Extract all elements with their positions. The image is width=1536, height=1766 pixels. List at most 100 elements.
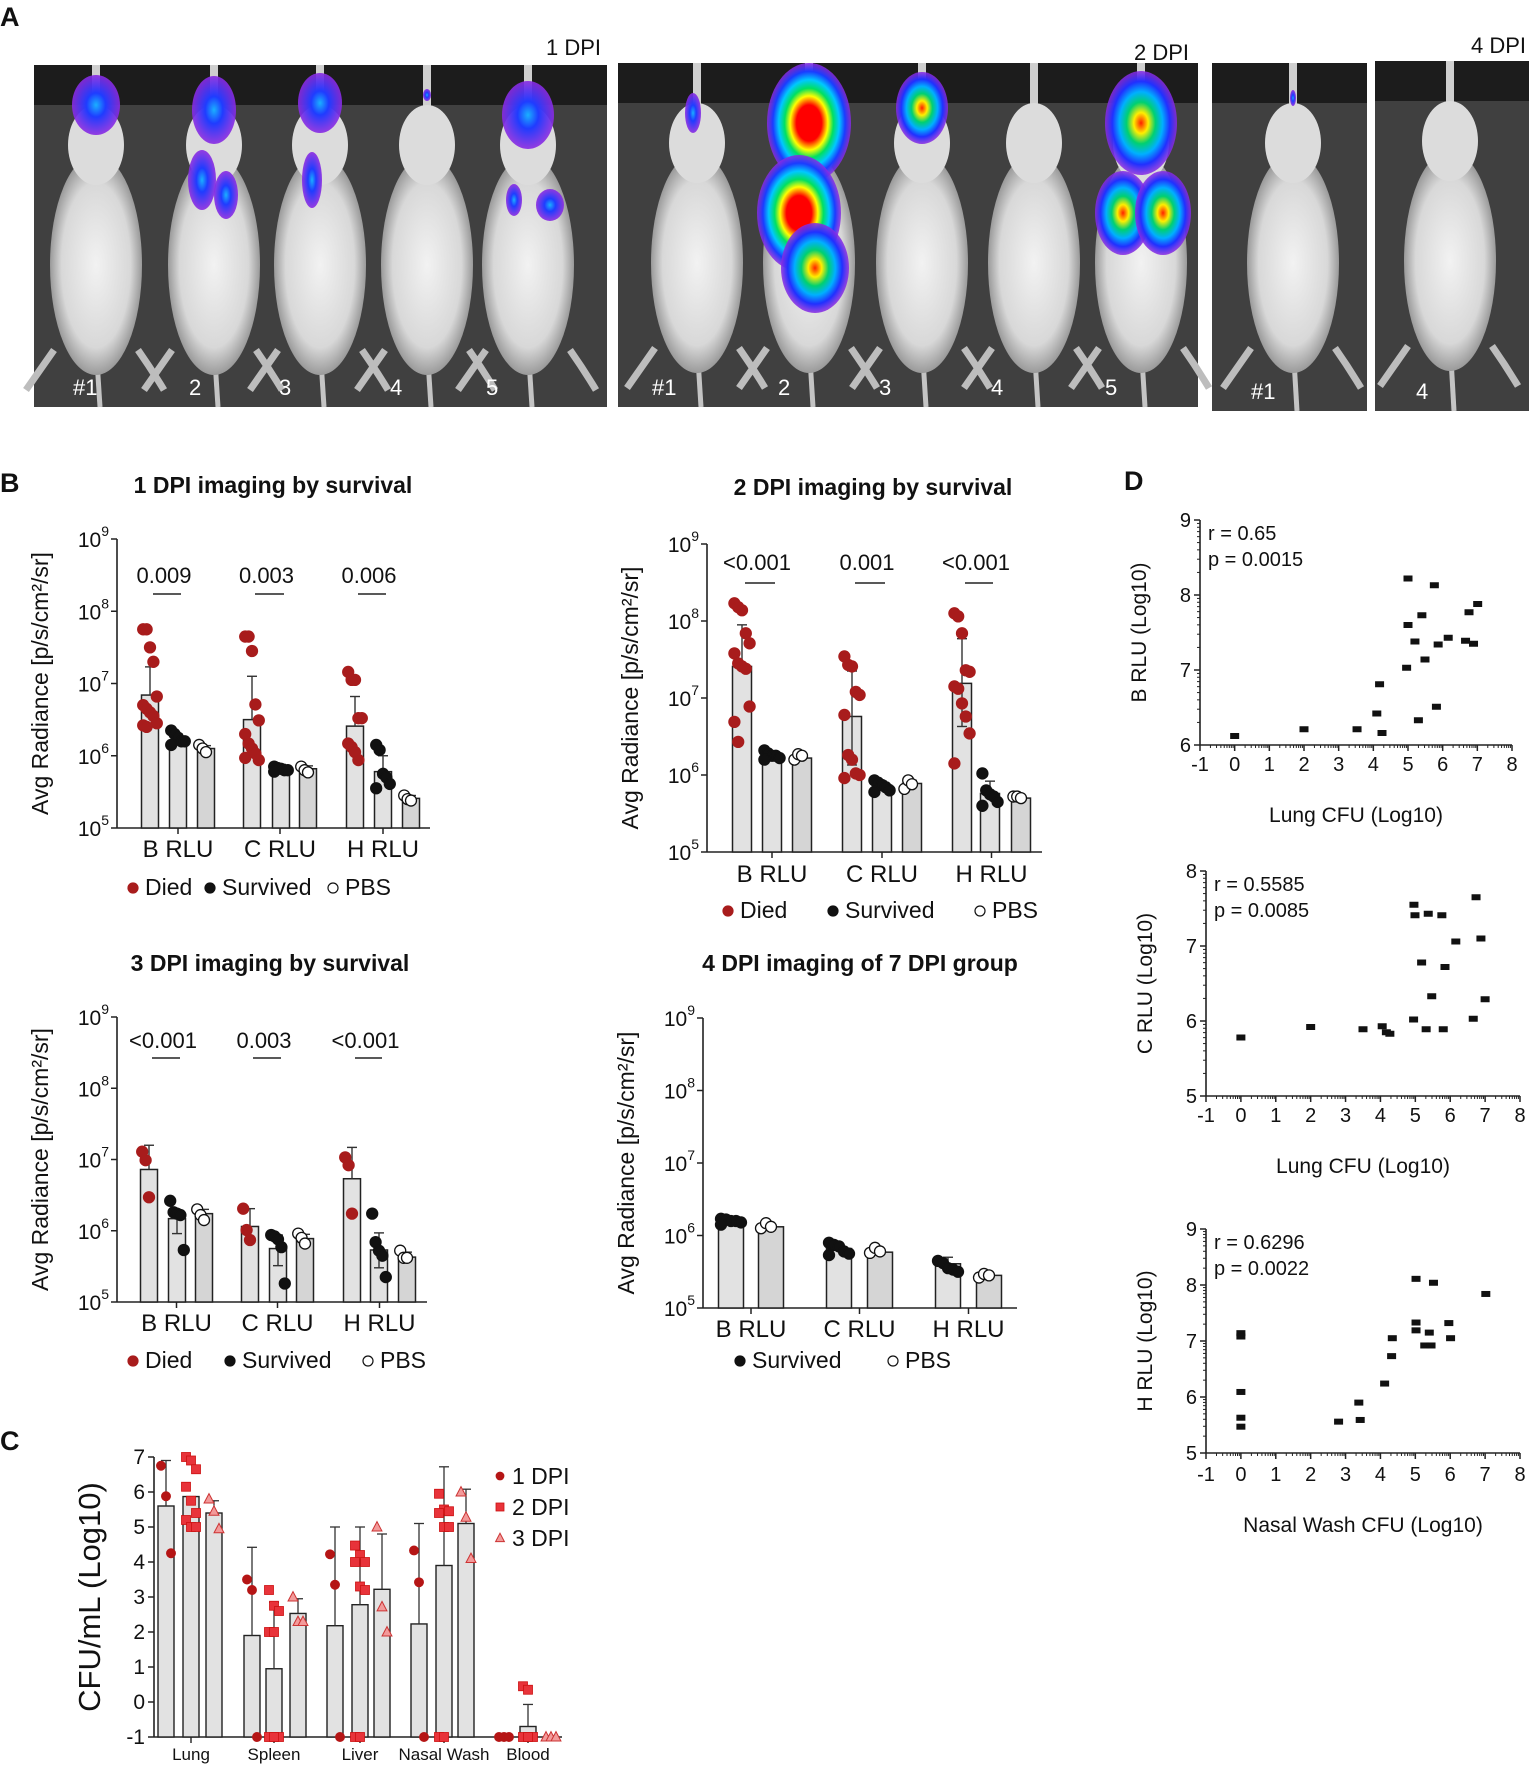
data-point: [1410, 638, 1420, 645]
correlation-r: r = 0.5585: [1214, 874, 1305, 896]
data-point-died: [243, 1233, 257, 1247]
y-tick-label: 5: [1186, 1086, 1197, 1108]
data-point: [1355, 1416, 1365, 1423]
x-axis-label: Nasal Wash CFU (Log10): [1243, 1514, 1483, 1537]
legend-label: PBS: [345, 874, 391, 900]
bar-1dpi: [326, 1624, 344, 1738]
data-point-died: [348, 673, 362, 687]
y-tick-label: 6: [1186, 1387, 1197, 1409]
y-tick-label: 7: [133, 1446, 145, 1469]
data-point-survived: [976, 767, 989, 780]
data-point-died: [345, 1207, 359, 1220]
tick-base: 10: [78, 1007, 101, 1030]
p-value-label: 0.003: [239, 563, 294, 588]
chart-2dpi: 2 DPI imaging by survival105106107108109…: [617, 474, 1042, 923]
data-point-2dpi: [350, 1557, 360, 1567]
data-point-died: [735, 604, 749, 617]
chart-title: 3 DPI imaging by survival: [131, 950, 410, 976]
data-point-died: [252, 753, 265, 767]
timepoint-label: 4 DPI: [1471, 33, 1526, 58]
data-point: [1431, 703, 1441, 710]
y-tick-label: 6: [133, 1481, 145, 1504]
tick-exponent: 7: [687, 1147, 695, 1163]
panel-label-b: B: [0, 468, 20, 498]
bioluminescence-signal: [781, 223, 849, 313]
data-point-pbs: [404, 794, 418, 807]
legend-label: Survived: [752, 1347, 841, 1373]
data-point-2dpi: [269, 1627, 279, 1637]
data-point-died: [963, 727, 976, 740]
data-point: [1438, 1026, 1448, 1033]
legend-marker: [127, 1355, 139, 1367]
tick-exponent: 8: [101, 595, 109, 611]
y-tick-label: 106: [664, 1220, 695, 1249]
y-tick-label: 7: [1186, 1331, 1197, 1353]
category-label: Lung: [172, 1745, 210, 1764]
data-point: [1410, 912, 1420, 919]
y-axis-label: H RLU (Log10): [1134, 1270, 1157, 1411]
x-tick-label: 0: [1235, 1105, 1246, 1127]
category-label: Blood: [506, 1745, 549, 1764]
mouse-body: [50, 155, 142, 375]
mouse-1: [1220, 63, 1365, 412]
category-label: Liver: [342, 1745, 379, 1764]
legend-label: 3 DPI: [512, 1525, 570, 1551]
category-label: H RLU: [347, 836, 419, 863]
tick-exponent: 6: [101, 1215, 109, 1231]
data-point-died: [963, 665, 976, 678]
data-point-died: [853, 688, 866, 702]
bioluminescence-signal: [1290, 90, 1296, 106]
data-point: [1473, 601, 1483, 607]
data-point-survived: [868, 785, 881, 799]
legend-label: Died: [145, 874, 192, 900]
timepoint-label: 1 DPI: [546, 35, 601, 60]
tick-base: 10: [664, 1298, 687, 1321]
y-axis-label: CFU/mL (Log10): [72, 1482, 107, 1712]
tick-exponent: 9: [687, 1002, 695, 1018]
data-point-2dpi: [444, 1522, 454, 1532]
x-axis-label: Lung CFU (Log10): [1269, 804, 1443, 827]
data-point-2dpi: [269, 1600, 279, 1611]
data-point: [1464, 609, 1474, 616]
data-point-3dpi: [455, 1485, 467, 1497]
data-point: [1352, 726, 1362, 733]
p-value-label: 0.003: [236, 1028, 291, 1053]
data-point-pbs: [982, 1269, 996, 1282]
y-tick-label: 4: [133, 1551, 145, 1574]
correlation-r: r = 0.65: [1208, 523, 1276, 545]
y-tick-label: 106: [78, 740, 109, 769]
legend-label: 2 DPI: [512, 1494, 570, 1520]
data-point-died: [952, 682, 965, 695]
data-point: [1469, 640, 1479, 647]
mouse-2: [736, 63, 881, 408]
data-point-2dpi: [355, 1550, 365, 1560]
y-tick-label: 107: [664, 1147, 695, 1176]
y-tick-label: 108: [668, 605, 699, 634]
data-point: [1411, 1319, 1421, 1326]
data-point: [1429, 582, 1439, 589]
legend-marker: [204, 882, 216, 894]
category-label: B RLU: [716, 1316, 787, 1343]
category-label: B RLU: [143, 836, 214, 863]
p-value-label: 0.001: [839, 550, 894, 575]
hind-legs: [1377, 343, 1522, 389]
bar-3dpi: [289, 1612, 307, 1738]
data-point-died: [139, 1154, 152, 1167]
data-point-2dpi: [523, 1684, 533, 1695]
data-point: [1461, 637, 1471, 644]
mouse-body: [168, 155, 260, 375]
x-tick-label: 6: [1445, 1464, 1456, 1486]
data-point-3dpi: [381, 1625, 393, 1637]
bar-pbs: [866, 1251, 894, 1309]
timepoint-label: 2 DPI: [1134, 40, 1189, 65]
x-tick-label: 8: [1514, 1105, 1525, 1127]
bioluminescence-signal: [298, 73, 342, 133]
tick-base: 10: [78, 529, 101, 552]
data-point-2dpi: [191, 1522, 201, 1532]
data-point: [1236, 1330, 1246, 1337]
data-point-1dpi: [335, 1732, 345, 1742]
tick-exponent: 6: [101, 740, 109, 756]
data-point: [1236, 1414, 1246, 1421]
data-point: [1236, 1034, 1246, 1041]
legend-marker: [734, 1355, 746, 1367]
